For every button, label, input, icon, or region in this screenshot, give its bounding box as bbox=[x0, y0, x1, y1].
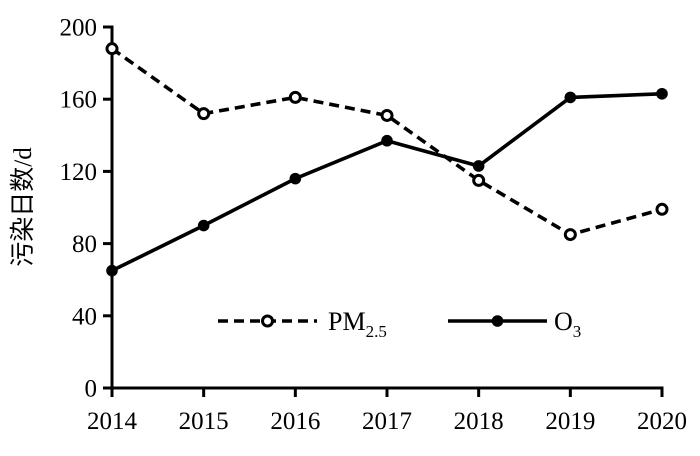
legend-label-o3: O3 bbox=[554, 307, 581, 341]
x-tick-label: 2014 bbox=[87, 408, 138, 435]
data-point-pm2.5-2014 bbox=[105, 42, 119, 56]
data-point-o3-2018 bbox=[472, 160, 485, 172]
y-tick-label: 200 bbox=[60, 15, 98, 42]
x-tick-label: 2015 bbox=[179, 408, 229, 435]
series-markers bbox=[105, 42, 669, 277]
data-point-o3-2020 bbox=[656, 87, 668, 100]
x-axis: 2014 2015 2016 2017 2018 2019 2020 bbox=[87, 386, 687, 435]
legend-label-pm2.5: PM2.5 bbox=[328, 307, 387, 341]
y-tick-label: 120 bbox=[60, 159, 98, 186]
x-ticks: 2014 2015 2016 2017 2018 2019 2020 bbox=[87, 388, 687, 435]
series-lines bbox=[110, 47, 663, 273]
x-tick-label: 2017 bbox=[362, 408, 412, 435]
data-point-o3-2015 bbox=[197, 219, 210, 232]
legend-swatch-marker-pm2.5 bbox=[261, 314, 274, 328]
y-axis-title: 污染日数/d bbox=[9, 147, 37, 267]
x-tick-label: 2020 bbox=[637, 408, 687, 435]
legend: PM2.5 O3 bbox=[218, 307, 581, 341]
x-tick-label: 2016 bbox=[270, 408, 320, 435]
legend-swatch-marker-o3 bbox=[491, 315, 504, 327]
data-point-o3-2016 bbox=[289, 172, 302, 185]
x-tick-label: 2019 bbox=[545, 408, 595, 435]
y-tick-label: 40 bbox=[72, 303, 97, 330]
data-point-pm2.5-2017 bbox=[380, 108, 394, 122]
y-tick-label: 160 bbox=[60, 87, 98, 114]
y-tick-label: 0 bbox=[85, 376, 98, 403]
y-axis: 0 40 80 120 160 200 污染日数/d bbox=[9, 15, 114, 403]
data-point-pm2.5-2016 bbox=[288, 90, 302, 104]
y-tick-label: 80 bbox=[72, 231, 97, 258]
x-tick-label: 2018 bbox=[454, 408, 504, 435]
data-point-pm2.5-2015 bbox=[197, 107, 211, 121]
data-point-o3-2019 bbox=[564, 91, 577, 104]
data-point-o3-2014 bbox=[106, 264, 118, 277]
data-point-pm2.5-2019 bbox=[563, 228, 577, 242]
data-point-pm2.5-2020 bbox=[655, 202, 669, 216]
y-ticks: 0 40 80 120 160 200 bbox=[60, 15, 112, 403]
data-point-o3-2017 bbox=[381, 134, 393, 147]
data-point-pm2.5-2018 bbox=[472, 173, 486, 187]
